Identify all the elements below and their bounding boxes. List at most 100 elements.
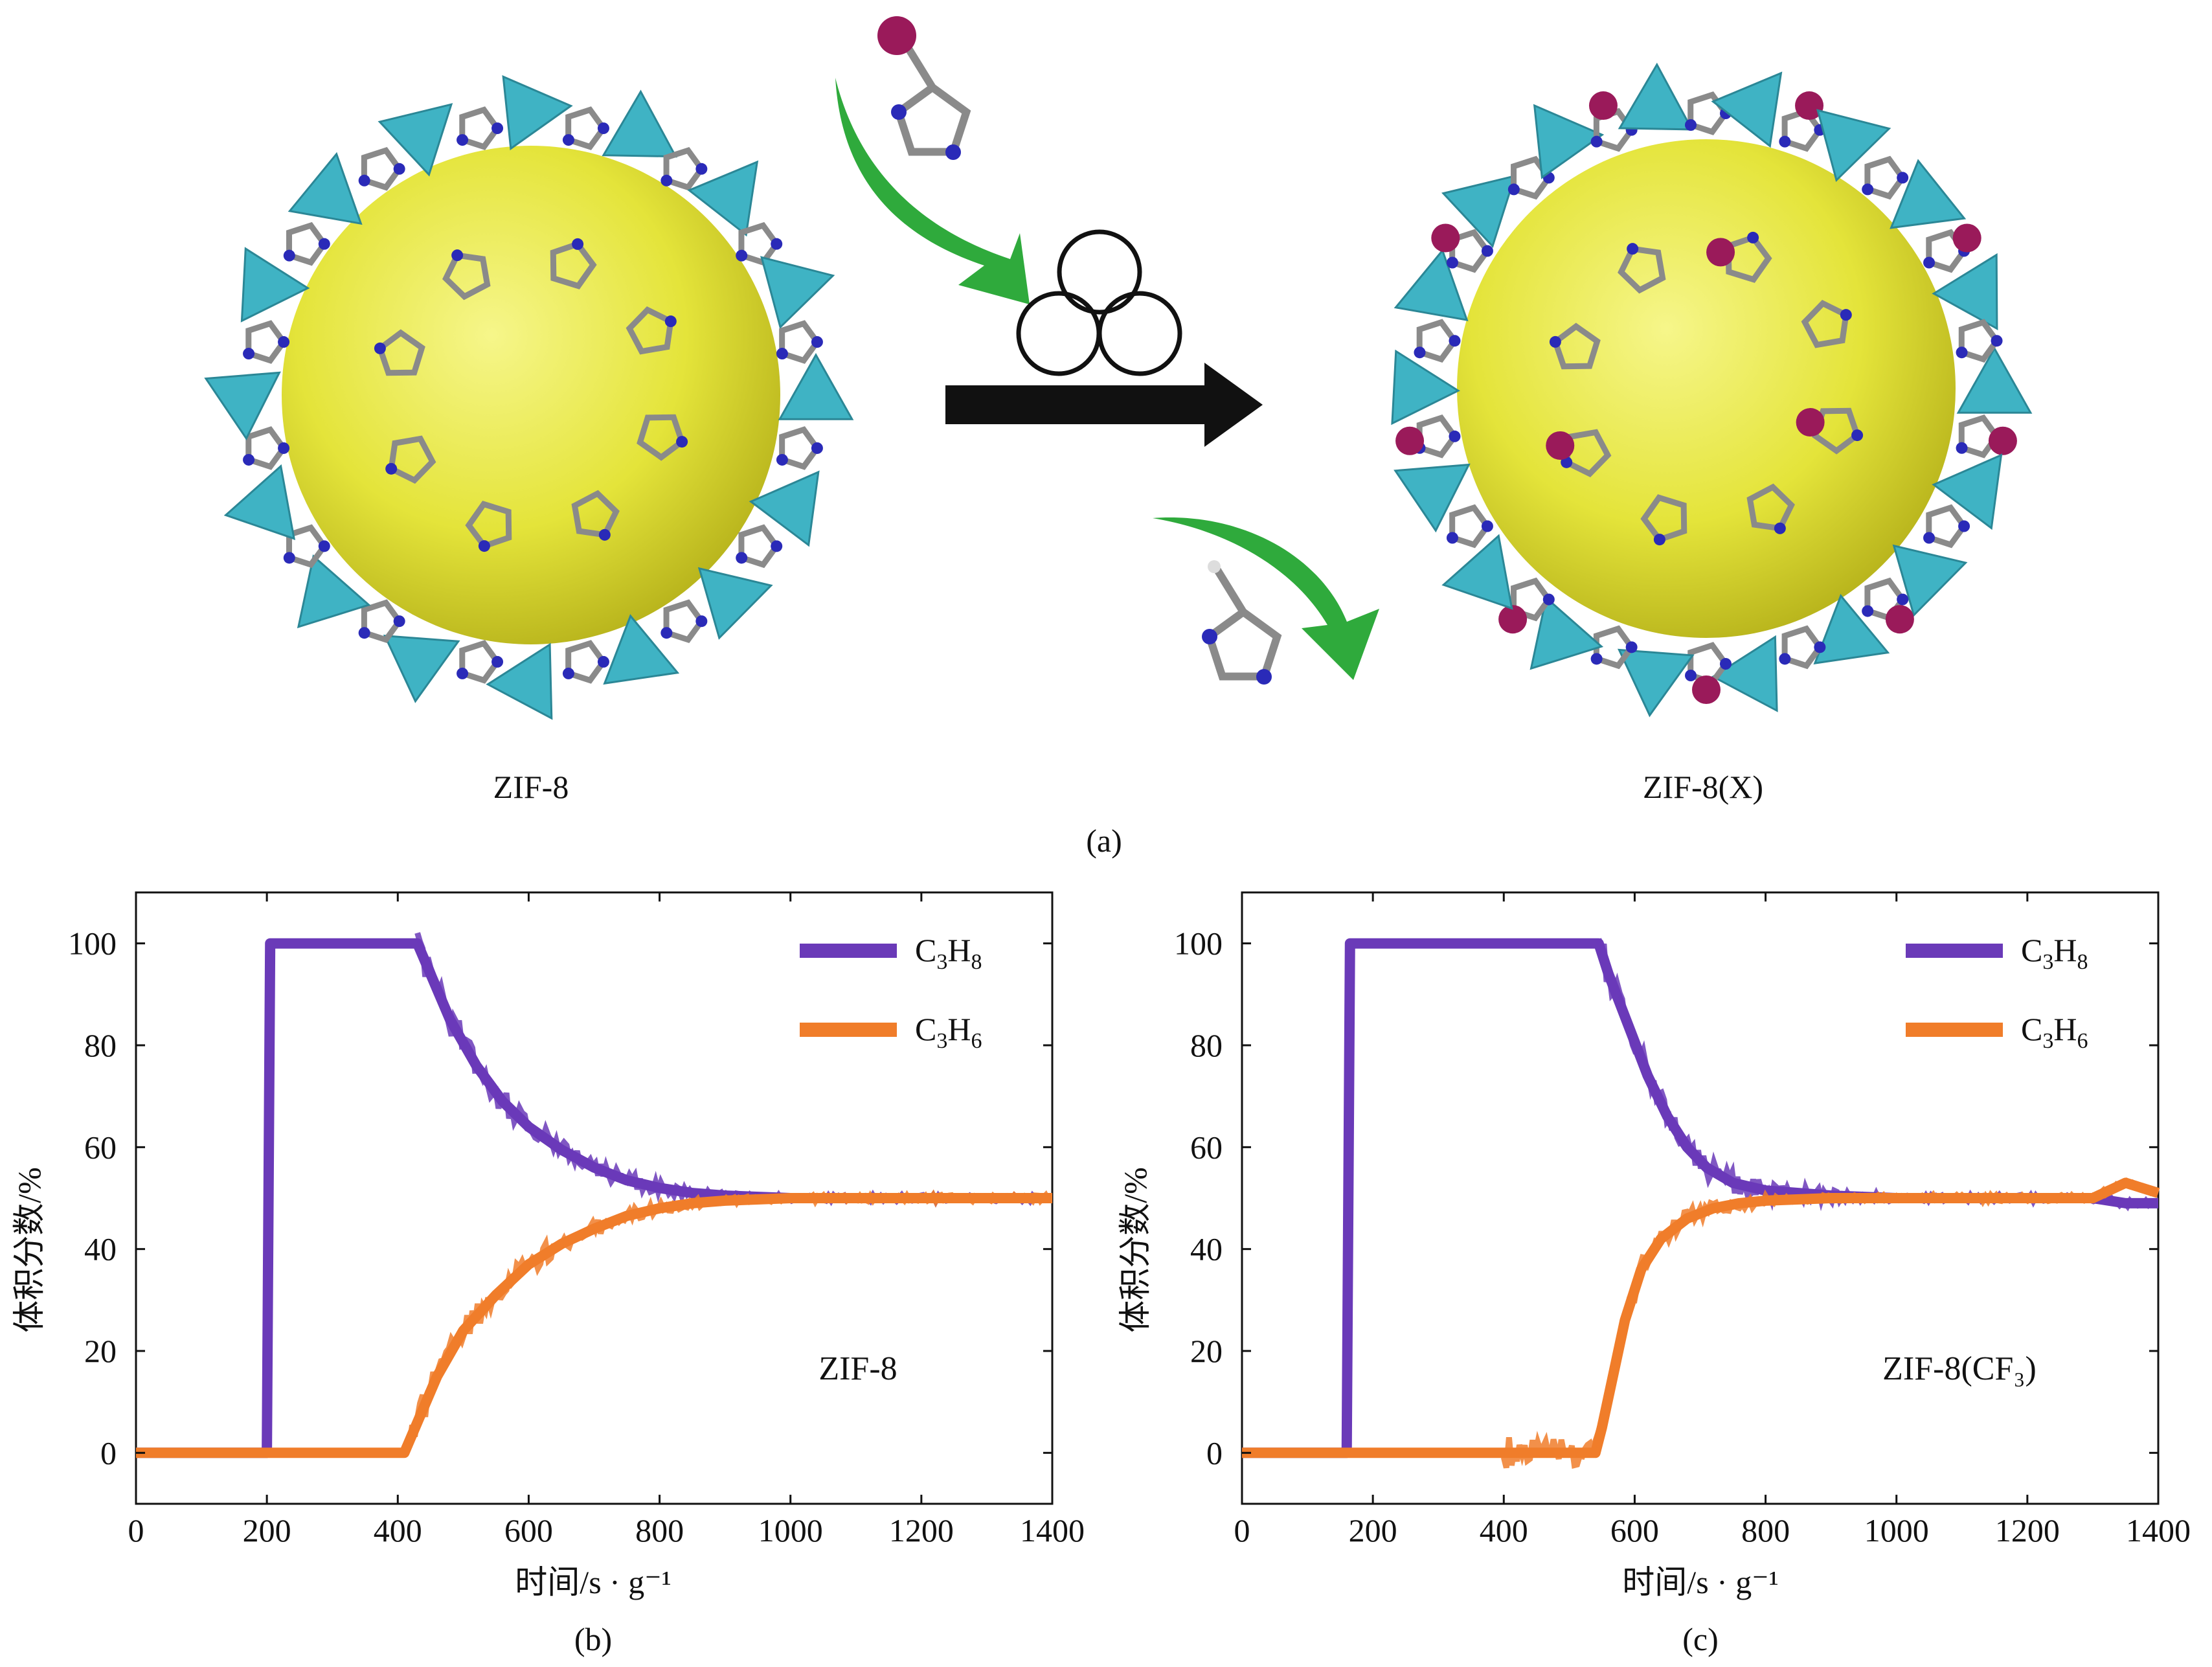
zif8x-inner-linker — [1801, 300, 1852, 348]
zif8-zn-tetrahedron — [378, 103, 453, 177]
zif8x-zn-tetrahedron — [1932, 253, 1998, 330]
zif8x-halogen-atom — [1952, 223, 1981, 253]
zif8x-halogen-atom — [1498, 605, 1528, 634]
zif8x-halogen-atom — [1588, 91, 1618, 120]
zif8x-halogen-atom — [1796, 408, 1825, 437]
green-arrow-top — [835, 78, 1030, 304]
chart-b-caption: (b) — [574, 1621, 612, 1657]
zif8x-halogen-atom — [1885, 605, 1914, 634]
zif8-inner-linker — [626, 306, 677, 355]
chart-c-xtick-label: 1200 — [1995, 1512, 2060, 1548]
chart-b-xtick-label: 400 — [374, 1512, 422, 1548]
zif8-linker — [358, 146, 405, 191]
chart-b-xtick-label: 0 — [128, 1512, 144, 1548]
zif8x-zn-tetrahedron — [1892, 544, 1968, 617]
methylimidazole-molecule — [1202, 560, 1282, 685]
zif8x-linker — [1414, 319, 1461, 363]
chart-c-legend-label: C3H8 — [2021, 932, 2088, 974]
zif8x-zn-tetrahedron — [1813, 594, 1890, 665]
zif8x-zn-tetrahedron — [1932, 453, 2003, 530]
zif8x-linker — [1779, 625, 1826, 670]
zif8-linker — [457, 106, 504, 150]
zif8-zn-tetrahedron — [602, 89, 678, 158]
chart-c-xtick-label: 400 — [1480, 1512, 1528, 1548]
zif8x-inner-linker — [1549, 323, 1601, 370]
chart-b-xtick-label: 800 — [635, 1512, 684, 1548]
zif8-label: ZIF-8 — [493, 769, 569, 805]
zif8x-zn-tetrahedron — [1816, 109, 1891, 183]
zif8x-label: ZIF-8(X) — [1643, 769, 1763, 805]
zif8x-linker — [1862, 155, 1909, 200]
chart-b-annotation: ZIF-8 — [818, 1350, 897, 1387]
zif8x-cage-sphere — [1457, 139, 1956, 638]
zif8x-halogen-atom — [1546, 431, 1575, 460]
chart-c-ytick-label: 40 — [1190, 1231, 1223, 1267]
chart-c-ytick-label: 0 — [1206, 1435, 1223, 1471]
zif8-linker — [358, 599, 405, 644]
zif8x-zn-tetrahedron — [1529, 596, 1604, 670]
chart-c-xtick-label: 200 — [1349, 1512, 1397, 1548]
zif8-zn-tetrahedron — [502, 75, 573, 151]
zif8-linker — [562, 106, 609, 150]
chart-b-legend-label: C3H8 — [915, 932, 982, 974]
chart-c-legend-item: C3H6 — [1906, 1011, 2088, 1053]
zif8-linker — [243, 426, 290, 470]
chart-b-xtick-label: 1400 — [1020, 1512, 1085, 1548]
zif8x-zn-tetrahedron — [1441, 534, 1513, 610]
zif8x-zn-tetrahedron — [1394, 463, 1471, 533]
chart-c-ytick-label: 60 — [1190, 1129, 1223, 1165]
chart-b-xtick-label: 1200 — [889, 1512, 954, 1548]
zif8x-linker — [1446, 229, 1493, 273]
zif8-linker — [660, 146, 708, 191]
three-circles-icon — [1016, 229, 1182, 376]
chart-b-xtick-label: 600 — [504, 1512, 553, 1548]
chart-b-legend-item: C3H8 — [800, 932, 982, 974]
zif8-zn-tetrahedron — [603, 614, 680, 685]
zif8-cage-sphere — [282, 146, 780, 644]
zif8x-zn-tetrahedron — [1618, 62, 1694, 131]
zif8x-inner-linker — [1746, 483, 1795, 534]
zif8-inner-linker — [374, 329, 425, 376]
zif8-zn-tetrahedron — [240, 247, 310, 323]
chart-c-series-line-c3h6 — [1242, 1177, 2160, 1458]
chart-b-series-noise-c3h8 — [414, 932, 1051, 1208]
chart-c-legend-label: C3H6 — [2021, 1011, 2088, 1053]
chart-c-legend-item: C3H8 — [1906, 932, 2088, 974]
chart-c-xtick-label: 800 — [1741, 1512, 1790, 1548]
chart-b-ytick-label: 100 — [68, 925, 117, 962]
zif8x-halogen-atom — [1692, 675, 1721, 704]
zif8-inner-linker — [571, 490, 620, 541]
zif8x-inner-linker — [1618, 243, 1666, 294]
zif8x-zn-tetrahedron — [1890, 159, 1967, 229]
zif8-zn-tetrahedron — [760, 256, 835, 330]
chart-b-legend-label: C3H6 — [915, 1011, 982, 1053]
chart-c-series-noise-c3h6 — [1500, 1177, 2156, 1469]
zif8-linker — [457, 640, 504, 684]
panel-a-caption: (a) — [1086, 822, 1122, 859]
zif8-linker — [776, 426, 823, 470]
zif8-linker — [283, 221, 330, 266]
zif8x-zn-tetrahedron — [1441, 174, 1517, 249]
zif8x-linker — [1923, 504, 1970, 549]
reaction-arrows — [835, 78, 1379, 680]
zif8-zn-tetrahedron — [297, 554, 371, 629]
zif8-linker — [736, 221, 783, 266]
chart-c-series-noise-c3h8 — [1596, 938, 2155, 1212]
chart-b-ylabel: 体积分数/% — [11, 1167, 47, 1333]
zif8x-halogen-atom — [1431, 223, 1460, 253]
chart-c-ylabel: 体积分数/% — [1117, 1167, 1153, 1333]
zif8x-halogen-atom — [1395, 426, 1425, 455]
chart-c-xlabel: 时间/s · g⁻¹ — [1622, 1564, 1778, 1600]
chart-b-series-noise-c3h6 — [401, 1189, 1051, 1457]
chart-b-xlabel: 时间/s · g⁻¹ — [515, 1564, 671, 1600]
zif8-linker — [243, 320, 290, 364]
panel-a-illustration: ZIF-8 ZIF-8(X) (a) — [204, 16, 2033, 859]
chart-b-ytick-label: 40 — [84, 1231, 117, 1267]
zif8-framework — [204, 75, 854, 720]
zif8-inner-linker — [637, 414, 688, 461]
zif8x-zn-tetrahedron — [1391, 349, 1460, 425]
zif8x-zn-tetrahedron — [1956, 346, 2033, 414]
zif8x-zn-tetrahedron — [1711, 71, 1783, 148]
zif8-linker — [776, 320, 823, 364]
chart-c-xtick-label: 1400 — [2126, 1512, 2191, 1548]
